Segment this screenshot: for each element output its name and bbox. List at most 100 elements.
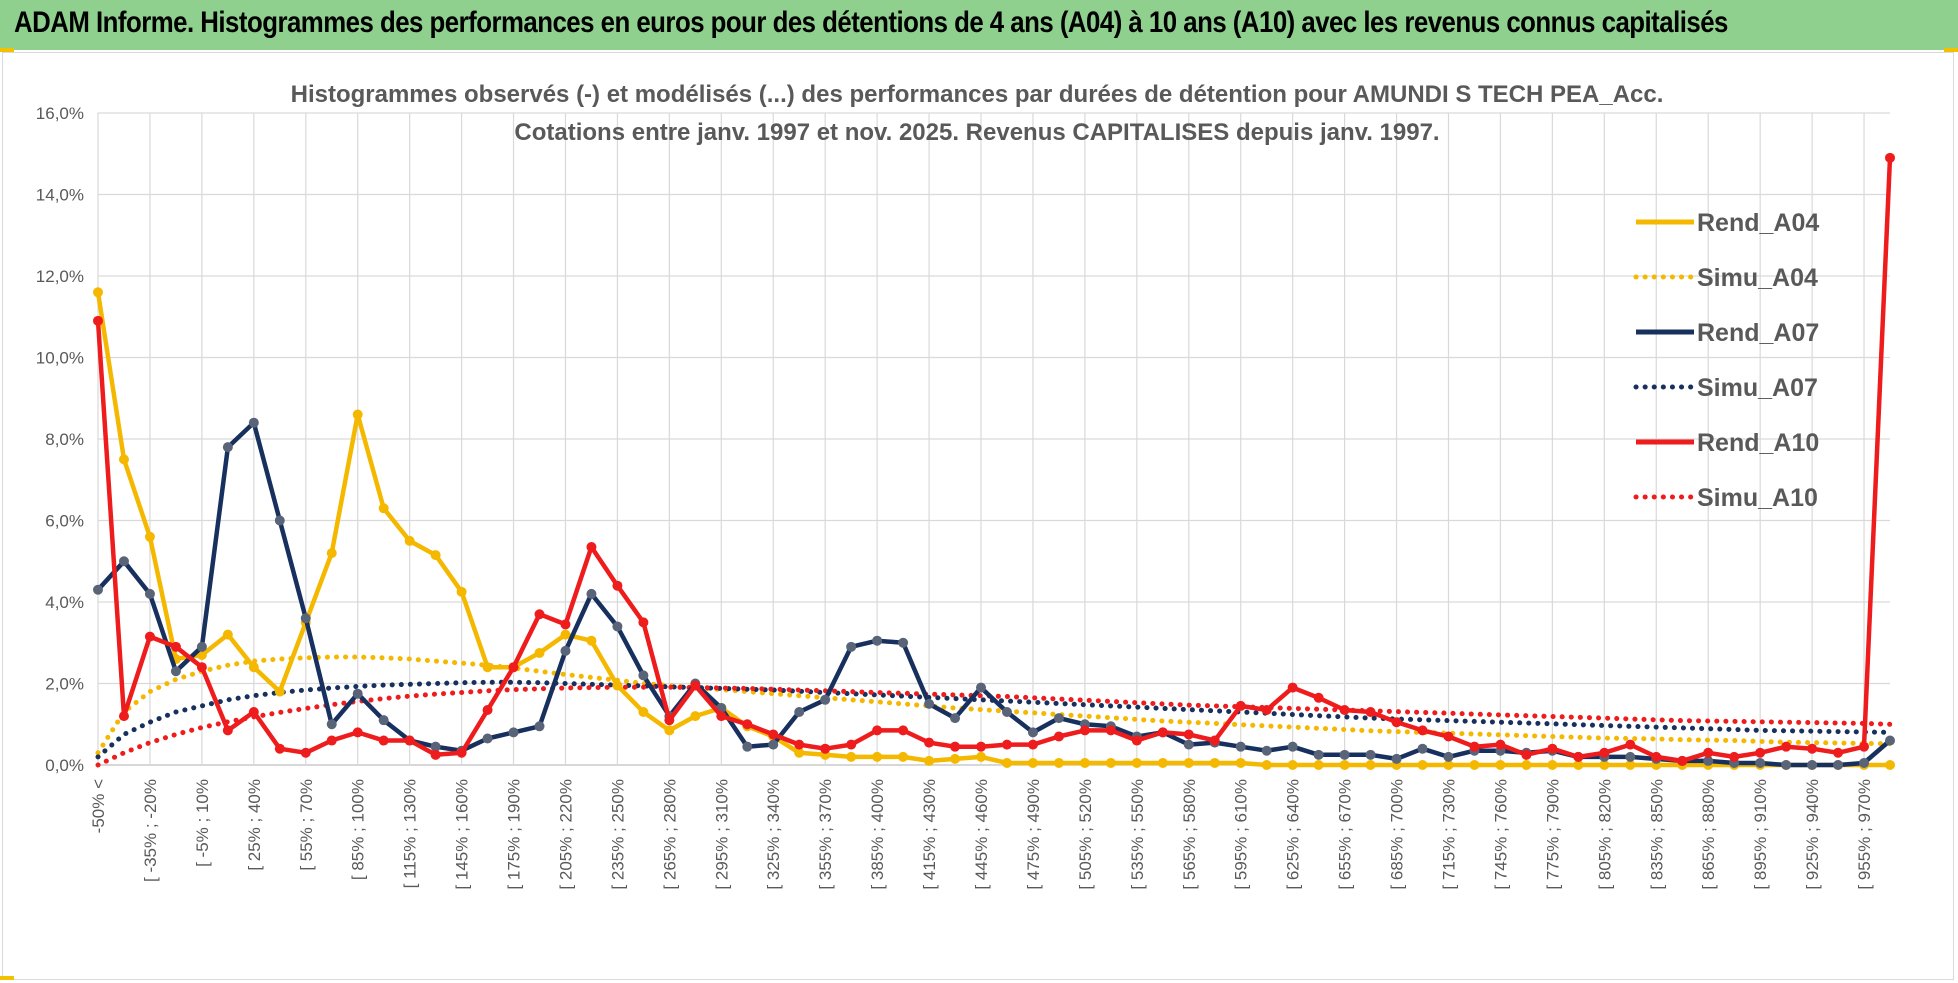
data-point-rend_a10	[1807, 743, 1818, 754]
data-point-rend_a07	[222, 442, 233, 453]
data-point-rend_a10	[1001, 739, 1012, 750]
data-point-rend_a04	[274, 686, 285, 697]
x-tick-label: [ 265% ; 280%	[660, 779, 679, 890]
data-point-rend_a07	[612, 621, 623, 632]
data-point-rend_a10	[1339, 704, 1350, 715]
data-point-rend_a10	[1573, 751, 1584, 762]
series-line-simu_a04	[95, 654, 1893, 756]
data-point-rend_a07	[768, 739, 779, 750]
data-point-rend_a10	[924, 737, 935, 748]
data-point-rend_a04	[1079, 757, 1090, 768]
data-point-rend_a07	[1807, 760, 1818, 770]
data-point-rend_a10	[898, 725, 909, 736]
data-point-rend_a10	[144, 631, 155, 642]
data-point-rend_a10	[1677, 755, 1688, 766]
data-point-rend_a10	[1417, 725, 1428, 736]
data-point-rend_a04	[1027, 757, 1038, 768]
data-point-rend_a07	[1833, 760, 1844, 770]
data-point-rend_a07	[1755, 757, 1766, 768]
data-point-rend_a10	[352, 727, 363, 738]
data-point-rend_a04	[1131, 757, 1142, 768]
data-point-rend_a04	[924, 755, 935, 766]
y-tick-label: 10,0%	[36, 349, 84, 368]
x-tick-label: [ 715% ; 730%	[1439, 779, 1458, 890]
data-point-rend_a07	[1313, 749, 1324, 760]
data-point-rend_a04	[560, 629, 571, 640]
data-point-rend_a10	[430, 749, 441, 760]
data-point-rend_a07	[93, 584, 103, 595]
data-point-rend_a10	[1027, 739, 1038, 750]
data-point-rend_a04	[1885, 760, 1895, 770]
data-point-rend_a07	[898, 637, 909, 648]
x-tick-label: [ 115% ; 130%	[401, 779, 420, 888]
report-banner: ADAM Informe. Histogrammes des performan…	[0, 0, 1958, 50]
data-point-rend_a04	[1001, 757, 1012, 768]
data-point-rend_a10	[1157, 727, 1168, 738]
x-tick-label: [ 355% ; 370%	[816, 779, 835, 890]
data-point-rend_a10	[1651, 751, 1662, 762]
data-point-rend_a10	[1261, 704, 1272, 715]
data-point-rend_a10	[1703, 747, 1714, 758]
data-point-rend_a07	[482, 733, 493, 744]
data-point-rend_a07	[326, 719, 337, 730]
data-point-rend_a04	[976, 751, 987, 762]
data-point-rend_a07	[1885, 735, 1895, 746]
data-point-rend_a10	[716, 711, 727, 722]
x-tick-label: [ 685% ; 700%	[1388, 779, 1407, 890]
series-line-rend_a10	[95, 157, 1893, 764]
data-point-rend_a07	[586, 588, 597, 599]
data-point-rend_a04	[1521, 760, 1532, 770]
data-point-rend_a04	[1157, 757, 1168, 768]
data-point-rend_a04	[248, 662, 259, 673]
data-point-rend_a07	[820, 694, 831, 705]
data-point-rend_a10	[1131, 735, 1142, 746]
data-point-rend_a04	[118, 454, 129, 465]
data-point-rend_a07	[1703, 755, 1714, 766]
data-point-rend_a10	[846, 739, 857, 750]
data-point-rend_a10	[872, 725, 883, 736]
data-point-rend_a10	[1729, 751, 1740, 762]
series-layer	[93, 152, 1895, 770]
data-point-rend_a10	[1885, 152, 1895, 163]
data-point-rend_a10	[638, 617, 649, 628]
data-point-rend_a10	[196, 662, 207, 673]
y-tick-label: 2,0%	[45, 675, 84, 694]
series-line-simu_a10	[95, 684, 1893, 768]
data-point-rend_a10	[456, 747, 467, 758]
x-tick-label: [ 925% ; 940%	[1803, 779, 1822, 890]
data-point-rend_a10	[534, 609, 545, 620]
data-point-rend_a10	[664, 715, 675, 726]
data-point-rend_a04	[1105, 757, 1116, 768]
x-tick-label: [ 655% ; 670%	[1336, 779, 1355, 890]
data-point-rend_a04	[1417, 760, 1428, 770]
data-point-rend_a04	[378, 503, 389, 514]
data-point-rend_a07	[352, 688, 363, 699]
data-point-rend_a07	[1183, 739, 1194, 750]
data-point-rend_a10	[1443, 731, 1454, 742]
data-point-rend_a10	[118, 711, 129, 722]
data-point-rend_a07	[1053, 713, 1064, 724]
data-point-rend_a04	[1183, 757, 1194, 768]
x-tick-label: [ -5% ; 10%	[193, 779, 212, 867]
x-tick-label: [ 835% ; 850%	[1647, 779, 1666, 890]
data-point-rend_a10	[1365, 707, 1376, 718]
data-point-rend_a07	[846, 641, 857, 652]
data-point-rend_a07	[1443, 751, 1454, 762]
data-point-rend_a07	[118, 556, 129, 567]
data-point-rend_a10	[508, 662, 519, 673]
legend-label-simu_a07: Simu_A07	[1697, 374, 1818, 402]
data-point-rend_a07	[508, 727, 519, 738]
data-point-rend_a07	[430, 741, 441, 752]
data-point-rend_a04	[950, 753, 961, 764]
y-tick-label: 4,0%	[45, 593, 84, 612]
data-point-rend_a04	[794, 747, 805, 758]
data-point-rend_a10	[222, 725, 233, 736]
data-point-rend_a07	[560, 645, 571, 656]
data-point-rend_a04	[898, 751, 909, 762]
x-tick-label: [ 55% ; 70%	[297, 779, 316, 871]
data-point-rend_a04	[1209, 757, 1220, 768]
data-point-rend_a04	[430, 550, 441, 561]
x-tick-label: [ 775% ; 790%	[1543, 779, 1562, 890]
data-point-rend_a10	[1235, 700, 1246, 711]
data-point-rend_a07	[950, 713, 961, 724]
